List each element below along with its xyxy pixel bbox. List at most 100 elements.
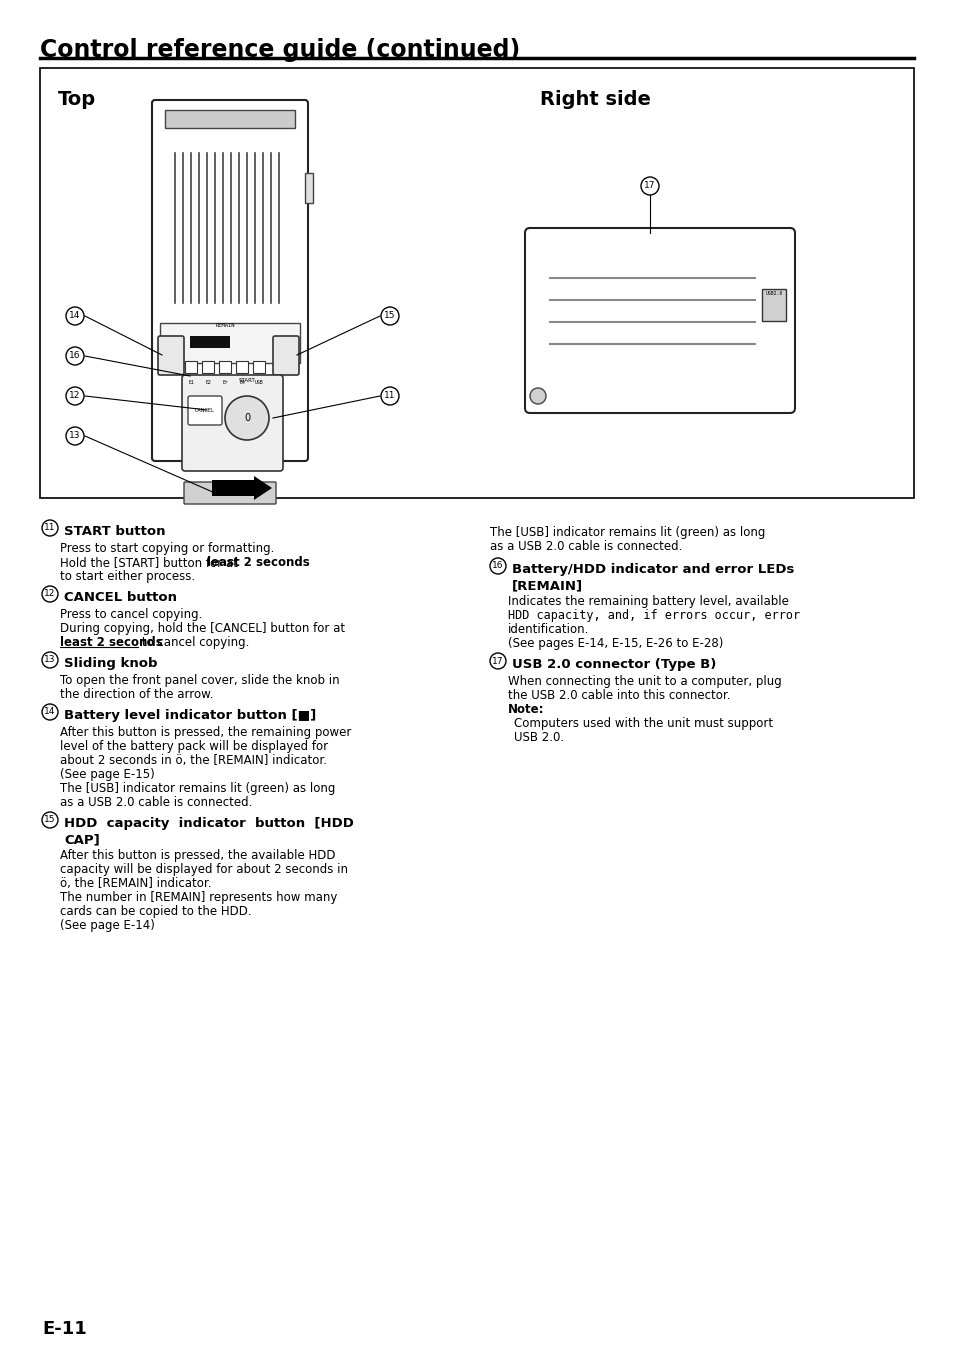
Text: START: START	[238, 378, 255, 383]
Text: 12: 12	[70, 391, 81, 401]
Text: Sliding knob: Sliding knob	[64, 657, 157, 670]
Text: Control reference guide (continued): Control reference guide (continued)	[40, 38, 519, 62]
Text: REMAIN: REMAIN	[215, 322, 234, 328]
Text: HDD capacity, and, if errors occur, error: HDD capacity, and, if errors occur, erro…	[507, 608, 800, 622]
Text: CANCEL button: CANCEL button	[64, 591, 177, 604]
Text: START button: START button	[64, 525, 165, 538]
Text: 13: 13	[70, 432, 81, 441]
Circle shape	[530, 389, 545, 403]
Circle shape	[66, 387, 84, 405]
FancyBboxPatch shape	[40, 67, 913, 498]
Circle shape	[42, 652, 58, 668]
Circle shape	[640, 177, 659, 196]
Text: 13: 13	[44, 656, 55, 665]
FancyBboxPatch shape	[761, 289, 785, 321]
Text: E4: E4	[239, 380, 245, 384]
Text: Hold the [START] button for at: Hold the [START] button for at	[60, 556, 241, 569]
FancyBboxPatch shape	[165, 111, 294, 128]
Circle shape	[42, 519, 58, 536]
FancyBboxPatch shape	[152, 100, 308, 461]
Text: USB 2.0 connector (Type B): USB 2.0 connector (Type B)	[512, 658, 716, 670]
Circle shape	[42, 585, 58, 602]
Text: 16: 16	[70, 352, 81, 360]
FancyBboxPatch shape	[158, 336, 184, 375]
Text: capacity will be displayed for about 2 seconds in: capacity will be displayed for about 2 s…	[60, 863, 348, 876]
Text: Right side: Right side	[539, 90, 650, 109]
Circle shape	[42, 812, 58, 828]
Text: The number in [REMAIN] represents how many: The number in [REMAIN] represents how ma…	[60, 890, 337, 904]
FancyBboxPatch shape	[273, 336, 298, 375]
Text: E1: E1	[188, 380, 193, 384]
Text: least 2 seconds: least 2 seconds	[60, 635, 163, 649]
Text: 0: 0	[244, 413, 250, 424]
Text: (See page E-15): (See page E-15)	[60, 768, 154, 781]
Circle shape	[490, 653, 505, 669]
Text: Indicates the remaining battery level, available: Indicates the remaining battery level, a…	[507, 595, 788, 608]
Bar	[190, 336, 230, 348]
FancyBboxPatch shape	[184, 482, 275, 505]
Circle shape	[66, 428, 84, 445]
Text: 16: 16	[492, 561, 503, 571]
Text: 14: 14	[70, 312, 81, 321]
Text: Computers used with the unit must support: Computers used with the unit must suppor…	[514, 718, 772, 730]
Text: 15: 15	[44, 816, 55, 824]
Text: 14: 14	[44, 707, 55, 716]
Text: 12: 12	[44, 590, 55, 599]
Text: Press to start copying or formatting.: Press to start copying or formatting.	[60, 542, 274, 554]
Text: [REMAIN]: [REMAIN]	[512, 579, 582, 592]
Text: 11: 11	[44, 523, 55, 533]
FancyBboxPatch shape	[305, 173, 313, 202]
Circle shape	[66, 308, 84, 325]
FancyBboxPatch shape	[235, 362, 248, 374]
Text: USB 2.0.: USB 2.0.	[514, 731, 563, 745]
Text: as a USB 2.0 cable is connected.: as a USB 2.0 cable is connected.	[60, 796, 253, 809]
Text: 17: 17	[643, 182, 655, 190]
FancyBboxPatch shape	[185, 362, 196, 374]
Circle shape	[66, 347, 84, 366]
FancyBboxPatch shape	[188, 397, 222, 425]
Text: Battery/HDD indicator and error LEDs: Battery/HDD indicator and error LEDs	[512, 563, 794, 576]
Text: The [USB] indicator remains lit (green) as long: The [USB] indicator remains lit (green) …	[60, 782, 335, 795]
Text: CANCEL: CANCEL	[195, 407, 214, 413]
Circle shape	[42, 704, 58, 720]
Text: ö, the [REMAIN] indicator.: ö, the [REMAIN] indicator.	[60, 877, 212, 890]
Text: Press to cancel copying.: Press to cancel copying.	[60, 608, 202, 621]
FancyArrow shape	[212, 476, 272, 500]
Text: E2: E2	[205, 380, 211, 384]
Text: least 2 seconds: least 2 seconds	[207, 556, 310, 569]
Text: USB: USB	[254, 380, 263, 384]
Text: USB2.0: USB2.0	[764, 291, 781, 295]
Text: To open the front panel cover, slide the knob in: To open the front panel cover, slide the…	[60, 674, 339, 687]
FancyBboxPatch shape	[524, 228, 794, 413]
Text: CAP]: CAP]	[64, 832, 100, 846]
Text: After this button is pressed, the available HDD: After this button is pressed, the availa…	[60, 849, 335, 862]
FancyBboxPatch shape	[253, 362, 265, 374]
FancyBboxPatch shape	[219, 362, 231, 374]
Circle shape	[380, 387, 398, 405]
Text: Er: Er	[222, 380, 228, 384]
Text: (See page E-14): (See page E-14)	[60, 919, 154, 932]
Text: about 2 seconds in ö, the [REMAIN] indicator.: about 2 seconds in ö, the [REMAIN] indic…	[60, 754, 327, 768]
Text: HDD  capacity  indicator  button  [HDD: HDD capacity indicator button [HDD	[64, 817, 354, 830]
Text: During copying, hold the [CANCEL] button for at: During copying, hold the [CANCEL] button…	[60, 622, 345, 635]
Text: Top: Top	[58, 90, 96, 109]
Text: level of the battery pack will be displayed for: level of the battery pack will be displa…	[60, 741, 328, 753]
Text: to start either process.: to start either process.	[60, 571, 195, 583]
Text: 11: 11	[384, 391, 395, 401]
Text: E-11: E-11	[42, 1321, 87, 1338]
Text: When connecting the unit to a computer, plug: When connecting the unit to a computer, …	[507, 674, 781, 688]
Text: 15: 15	[384, 312, 395, 321]
Text: Note:: Note:	[507, 703, 544, 716]
FancyBboxPatch shape	[182, 375, 283, 471]
Text: After this button is pressed, the remaining power: After this button is pressed, the remain…	[60, 726, 351, 739]
Text: identification.: identification.	[507, 623, 589, 635]
Text: The [USB] indicator remains lit (green) as long: The [USB] indicator remains lit (green) …	[490, 526, 764, 540]
FancyBboxPatch shape	[160, 322, 299, 363]
Text: Battery level indicator button [■]: Battery level indicator button [■]	[64, 710, 315, 722]
Text: as a USB 2.0 cable is connected.: as a USB 2.0 cable is connected.	[490, 540, 681, 553]
Text: the USB 2.0 cable into this connector.: the USB 2.0 cable into this connector.	[507, 689, 730, 701]
Text: 17: 17	[492, 657, 503, 665]
Circle shape	[225, 397, 269, 440]
Text: the direction of the arrow.: the direction of the arrow.	[60, 688, 213, 701]
Text: cards can be copied to the HDD.: cards can be copied to the HDD.	[60, 905, 252, 919]
